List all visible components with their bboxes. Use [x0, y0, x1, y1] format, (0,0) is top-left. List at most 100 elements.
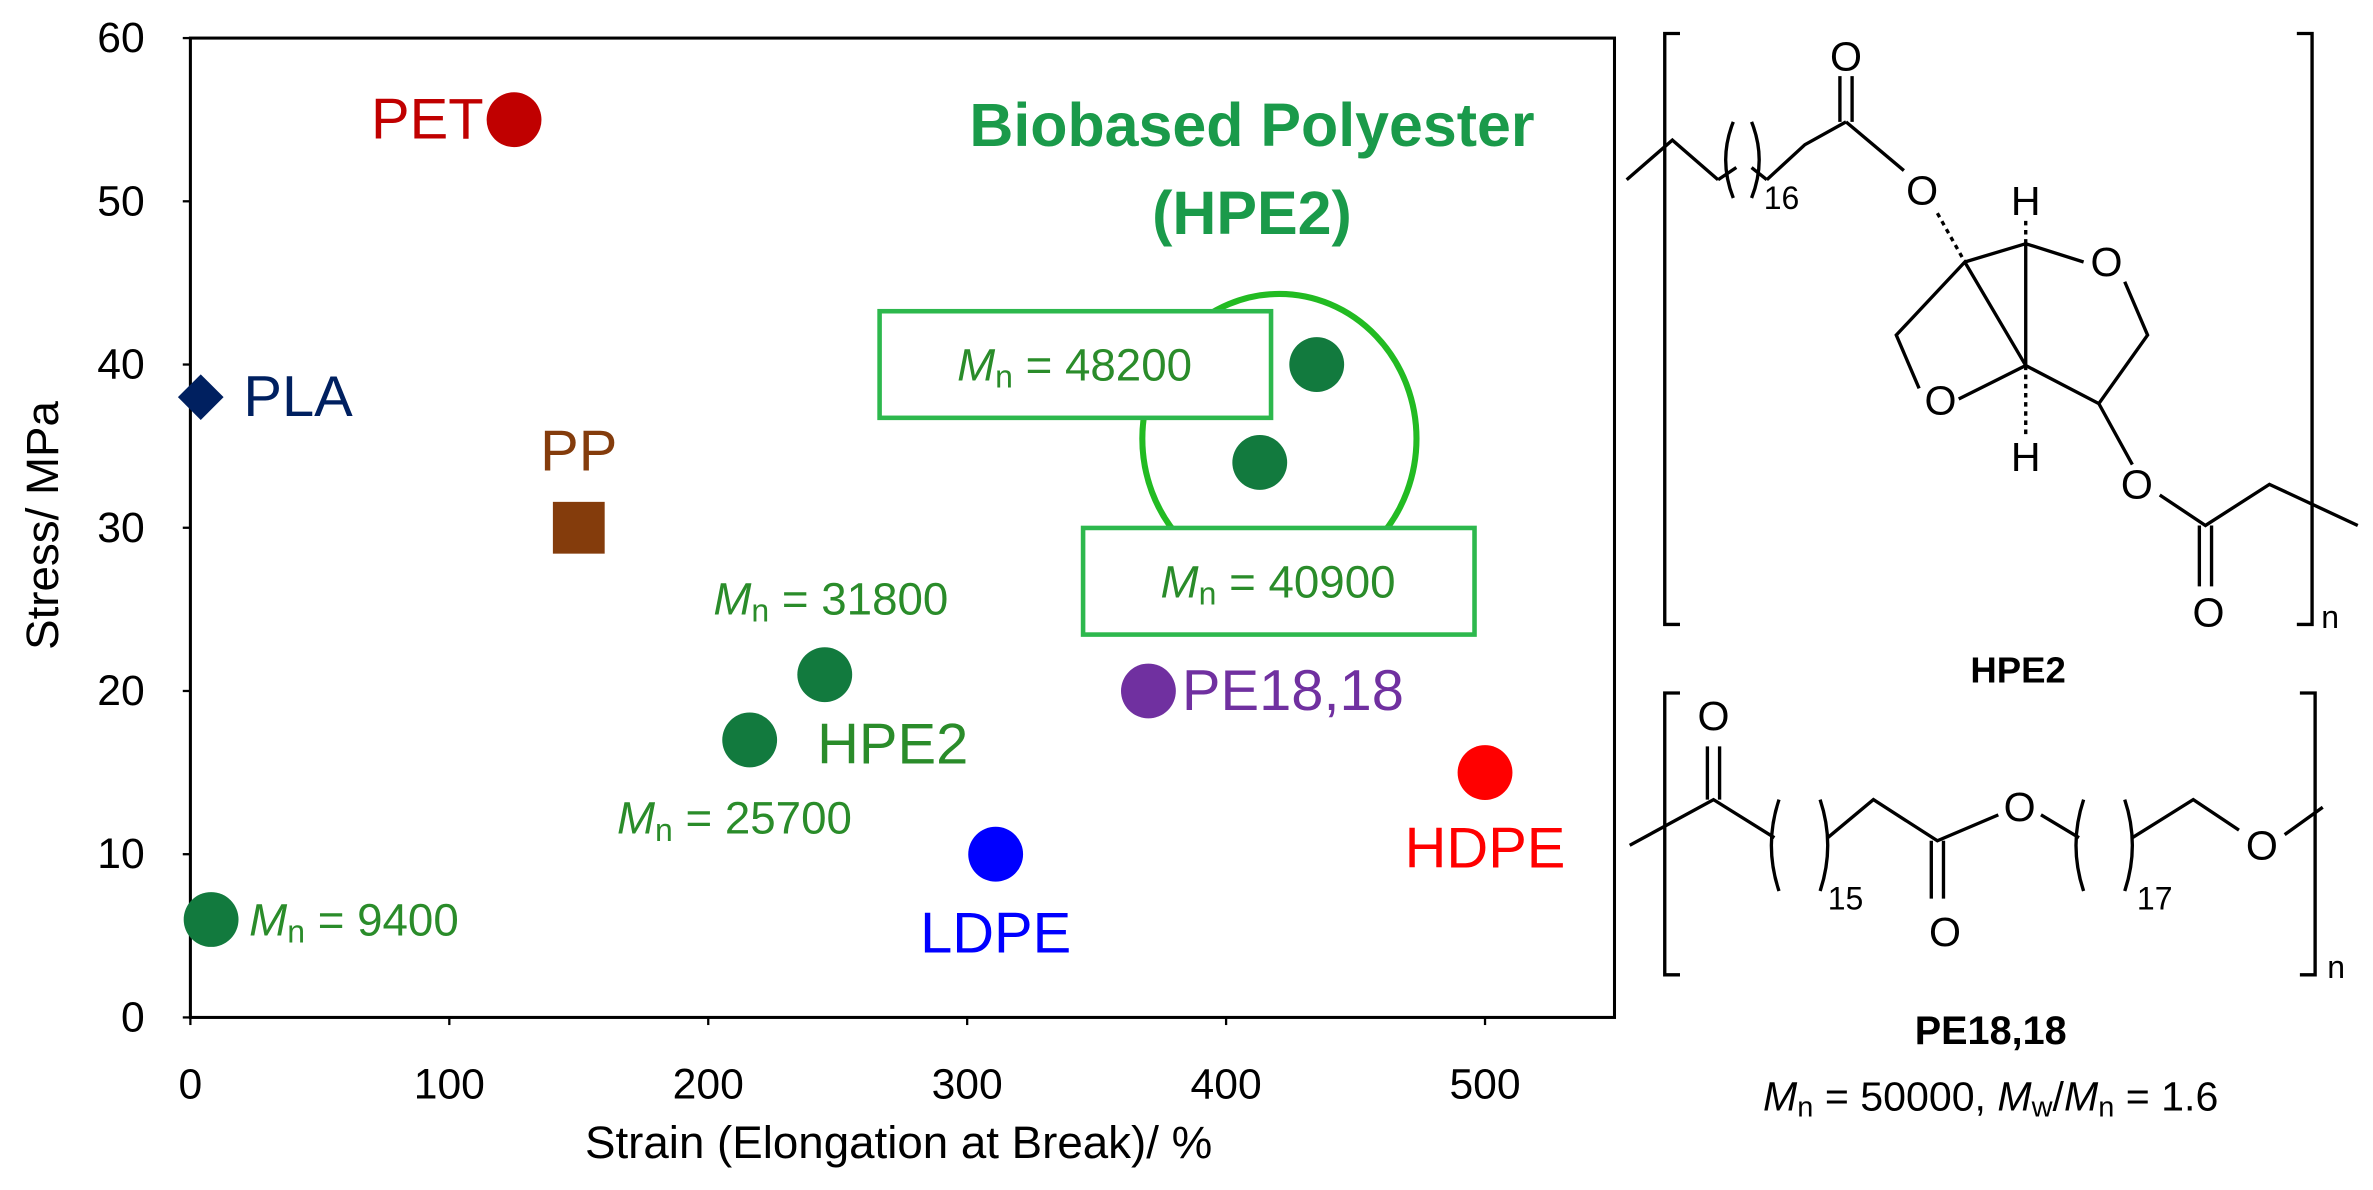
y-tick-label: 50 — [97, 177, 144, 225]
atom: O — [2246, 822, 2278, 868]
point — [177, 374, 224, 421]
bond — [1628, 746, 2324, 899]
series-label: PP — [540, 420, 617, 484]
bond — [1838, 76, 1905, 172]
bracket — [1663, 31, 2314, 627]
mn-label: Mn = 25700 — [617, 792, 852, 848]
atom: O — [2121, 461, 2153, 507]
bond — [1717, 166, 1768, 182]
series-label: HDPE — [1405, 817, 1566, 881]
caption-part: M — [1997, 1074, 2032, 1120]
y-tick-label: 10 — [97, 830, 144, 878]
chart-subtitle: (HPE2) — [1152, 179, 1352, 247]
x-tick-label: 0 — [179, 1060, 203, 1108]
x-axis-title: Strain (Elongation at Break)/ % — [585, 1117, 1212, 1168]
caption-part: M — [2064, 1074, 2099, 1120]
atom: O — [1698, 693, 1730, 739]
subscript: 17 — [2137, 881, 2173, 917]
annotation-box — [877, 308, 1274, 421]
mn-symbol: M — [957, 339, 996, 390]
y-tick-label: 60 — [97, 14, 144, 62]
mn-label: Mn = 9400 — [249, 894, 459, 950]
point — [797, 647, 853, 703]
hpe2-structure: O O H O O H O O 16 n HPE2 — [1625, 31, 2359, 691]
y-axis-title: Stress/ MPa — [17, 400, 68, 649]
mn-label: Mn = 40900 — [1161, 556, 1396, 612]
mn-subscript: n — [287, 914, 305, 950]
mn-subscript: n — [1199, 575, 1217, 611]
point — [486, 92, 542, 148]
mn-subscript: n — [655, 812, 673, 848]
mn-value: = 48200 — [1013, 339, 1192, 390]
caption-part: = 50000, — [1813, 1074, 1997, 1120]
point — [183, 892, 239, 947]
caption-part: n — [1797, 1091, 1813, 1123]
point — [1457, 745, 1513, 801]
caption: Mn = 50000, Mw/Mn = 1.6 — [1763, 1074, 2218, 1124]
series-label: PLA — [243, 365, 353, 429]
atom: O — [1924, 378, 1956, 424]
x-tick-label: 200 — [673, 1060, 744, 1108]
y-tick-label: 0 — [121, 993, 145, 1041]
mn-label: Mn = 31800 — [713, 573, 948, 629]
atom: O — [2004, 784, 2036, 830]
atom: O — [1830, 33, 1862, 79]
mn-symbol: M — [249, 894, 288, 945]
series-label: HPE2 — [817, 713, 968, 777]
bond — [1935, 212, 1967, 263]
bracket — [1663, 691, 2317, 977]
chart-title: Biobased Polyester — [969, 91, 1534, 159]
atom: O — [1929, 909, 1961, 955]
mn-symbol: M — [713, 573, 752, 624]
atom: H — [2011, 178, 2041, 224]
series-label: LDPE — [920, 901, 1071, 965]
mn-subscript: n — [751, 593, 769, 629]
subscript: 15 — [1828, 881, 1864, 917]
caption-part: / — [2053, 1074, 2065, 1120]
caption-part: n — [2098, 1091, 2114, 1123]
annotation-box — [1080, 525, 1477, 637]
caption-part: M — [1763, 1074, 1798, 1120]
repeat-index: n — [2327, 949, 2345, 985]
mn-value: = 9400 — [305, 894, 459, 945]
x-tick-label: 500 — [1449, 1060, 1520, 1108]
mn-symbol: M — [617, 792, 656, 843]
y-tick-label: 20 — [97, 667, 144, 715]
atom: H — [2011, 434, 2041, 480]
pe1818-structure: O O O O 15 17 n PE18,18 Mn = 50000, Mw/M… — [1628, 691, 2345, 1124]
mn-subscript: n — [995, 359, 1013, 395]
structure-name: HPE2 — [1970, 650, 2065, 691]
paren — [1724, 121, 1761, 199]
mn-value: = 31800 — [769, 573, 948, 624]
structure-name: PE18,18 — [1915, 1009, 2067, 1053]
series-label: PE18,18 — [1182, 659, 1404, 723]
point — [1121, 663, 1176, 719]
caption-part: = 1.6 — [2114, 1074, 2218, 1120]
point — [1232, 435, 1288, 490]
caption-part: w — [2031, 1091, 2053, 1123]
point — [722, 712, 778, 768]
y-tick-label: 40 — [97, 341, 144, 389]
x-tick-label: 300 — [932, 1060, 1003, 1108]
atom: O — [2193, 589, 2225, 635]
point — [968, 826, 1024, 882]
point — [1289, 337, 1345, 392]
point — [552, 501, 605, 554]
mn-value: = 25700 — [673, 792, 852, 843]
mn-symbol: M — [1161, 556, 1200, 607]
x-tick-label: 400 — [1191, 1060, 1262, 1108]
atom: O — [1906, 167, 1938, 213]
mn-value: = 40900 — [1216, 556, 1395, 607]
mn-label: Mn = 48200 — [957, 339, 1192, 395]
series-label: PET — [371, 88, 484, 152]
paren — [1769, 799, 2135, 892]
bond — [2158, 482, 2359, 587]
y-tick-label: 30 — [97, 504, 144, 552]
atom: O — [2090, 239, 2122, 285]
bond — [1625, 120, 1847, 181]
repeat-index: n — [2321, 599, 2339, 635]
subscript: 16 — [1764, 180, 1800, 216]
x-tick-label: 100 — [414, 1060, 485, 1108]
